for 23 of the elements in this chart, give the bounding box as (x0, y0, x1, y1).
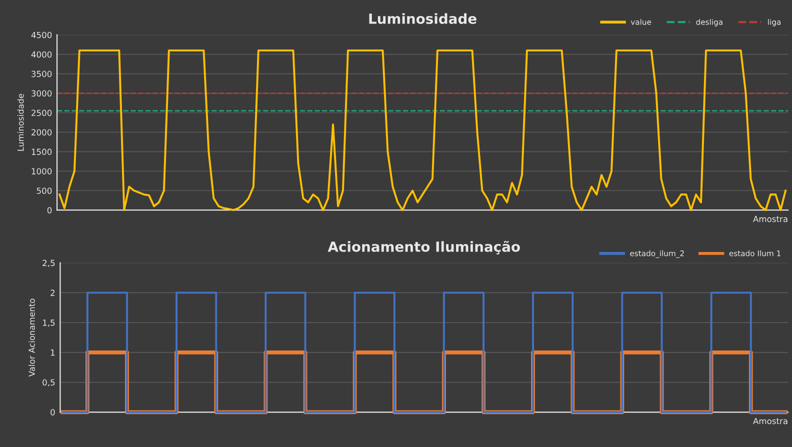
y-tick-label: 0 (50, 409, 55, 416)
y-tick-label: 0 (47, 207, 52, 214)
x-axis-title: Amostra (753, 418, 788, 424)
y-tick-label: 3000 (32, 90, 52, 97)
y-axis-title: Luminosidade (17, 94, 24, 151)
y-tick-label: 1000 (32, 168, 52, 174)
y-tick-label: 2000 (32, 129, 52, 136)
y-tick-label: 2500 (32, 110, 52, 116)
y-tick-label: 1,5 (42, 320, 55, 327)
y-tick-label: 2 (50, 290, 54, 296)
x-axis-title: Amostra (753, 216, 788, 222)
y-axis-title: Valor Acionamento (28, 298, 35, 377)
y-tick-label: 0,5 (42, 379, 55, 386)
y-tick-label: 2,5 (42, 260, 55, 267)
y-tick-label: 1 (50, 350, 55, 356)
chart-title: Acionamento Iluminação (328, 240, 520, 254)
chart-title: Luminosidade (369, 13, 476, 24)
line-series (58, 49, 787, 212)
y-tick-label: 4500 (31, 32, 52, 38)
y-tick-label: 500 (36, 188, 52, 194)
y-tick-label: 4000 (31, 51, 52, 58)
y-tick-label: 3500 (32, 70, 52, 78)
y-tick-label: 1500 (32, 148, 52, 155)
